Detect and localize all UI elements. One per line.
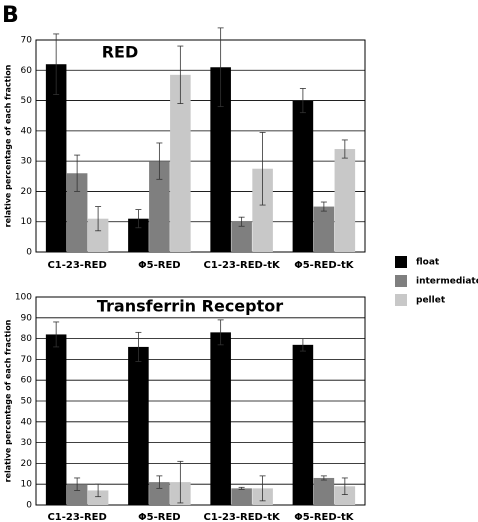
error-bar [320, 475, 327, 481]
y-tick-label: 0 [26, 501, 32, 511]
bar [313, 206, 335, 252]
panel-label: B [2, 3, 19, 28]
y-tick-label: 50 [21, 96, 33, 106]
bar [66, 484, 88, 505]
bar [128, 218, 149, 252]
error-bar [53, 33, 60, 95]
y-tick-label: 80 [21, 334, 33, 344]
y-tick-label: 10 [21, 480, 33, 490]
plot-frame [35, 39, 366, 253]
x-tick-label: C1-23-RED [47, 512, 106, 522]
bar [87, 218, 109, 252]
y-tick-label: 20 [21, 459, 33, 469]
error-bar [177, 45, 184, 104]
error-bar [156, 142, 163, 180]
y-tick-label: 40 [21, 126, 33, 136]
y-tick-label: 100 [15, 293, 32, 303]
bar [292, 344, 314, 505]
error-bar [341, 139, 348, 159]
y-tick-label: 20 [21, 187, 33, 197]
x-tick-label: Φ5-RED [138, 512, 180, 522]
bar [66, 173, 88, 252]
y-tick-label: 30 [21, 438, 33, 448]
error-bar [177, 460, 184, 504]
x-tick-label: Φ5-RED [138, 260, 180, 271]
bar [45, 334, 67, 505]
bar [45, 64, 67, 252]
legend-swatch [395, 294, 407, 306]
y-tick-label: 60 [21, 376, 33, 386]
error-bar [299, 88, 306, 114]
bar [313, 477, 335, 505]
error-bar [156, 475, 163, 489]
legend-swatch [395, 256, 407, 268]
error-bar [341, 477, 348, 496]
bar [149, 482, 170, 505]
y-tick-label: 40 [21, 417, 33, 427]
error-bar [217, 27, 224, 108]
y-axis-label: relative percentage of each fraction [4, 319, 13, 482]
y-tick-label: 30 [21, 157, 33, 167]
x-tick-label: C1-23-RED-tK [204, 260, 281, 271]
y-tick-label: 70 [21, 36, 33, 46]
y-tick-label: 70 [21, 355, 33, 365]
bar [149, 161, 170, 252]
bar [87, 490, 109, 505]
error-bar [299, 338, 306, 352]
error-bar [74, 154, 81, 192]
bar [210, 332, 231, 505]
legend-label: float [416, 258, 440, 268]
chart-title: RED [102, 43, 139, 62]
legend-label: pellet [416, 296, 446, 306]
y-axis-label: relative percentage of each fraction [4, 64, 13, 227]
bar [210, 67, 231, 252]
error-bar [259, 131, 266, 206]
plot-frame [35, 296, 366, 506]
bar [231, 221, 252, 252]
bar [252, 168, 273, 252]
error-bar [320, 201, 327, 212]
bar [128, 346, 149, 505]
legend-swatch [395, 275, 407, 287]
bar [170, 74, 191, 252]
chart-title: Transferrin Receptor [97, 297, 283, 316]
x-tick-label: C1-23-RED [47, 260, 106, 271]
bar [292, 100, 314, 252]
x-tick-label: C1-23-RED-tK [204, 512, 281, 522]
bar [334, 149, 356, 252]
y-tick-label: 60 [21, 66, 33, 76]
error-bar [74, 477, 81, 491]
y-tick-label: 0 [26, 248, 32, 258]
y-tick-label: 10 [21, 217, 33, 227]
legend-label: intermediate [416, 277, 478, 287]
error-bar [238, 216, 245, 227]
error-bar [53, 321, 60, 348]
error-bar [217, 319, 224, 346]
error-bar [135, 209, 142, 229]
error-bar [259, 475, 266, 502]
bar [334, 486, 356, 505]
error-bar [135, 331, 142, 362]
y-tick-label: 50 [21, 397, 33, 407]
x-tick-label: Φ5-RED-tK [294, 260, 355, 271]
bar [231, 488, 252, 505]
x-tick-label: Φ5-RED-tK [294, 512, 355, 522]
error-bar [95, 206, 102, 232]
error-bar [238, 486, 245, 490]
y-tick-label: 90 [21, 313, 33, 323]
error-bar [95, 483, 102, 498]
